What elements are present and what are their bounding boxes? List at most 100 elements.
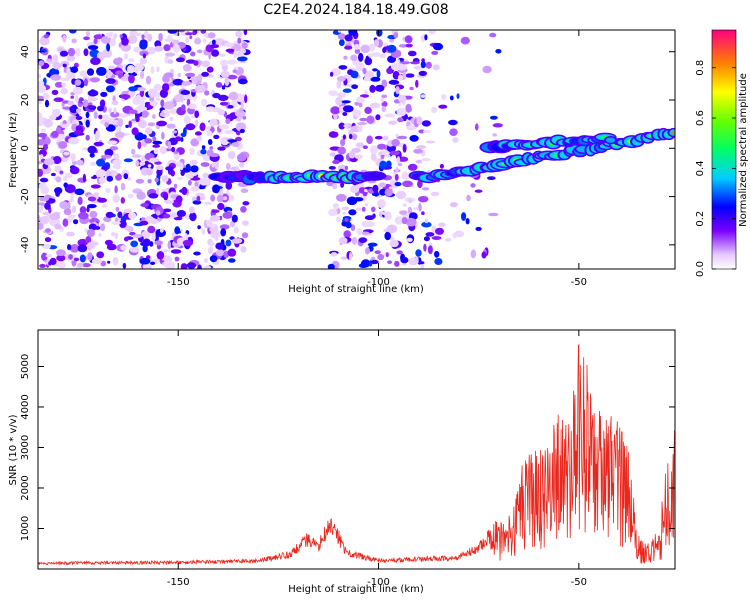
noise-speckle: [397, 74, 404, 81]
noise-speckle: [53, 97, 64, 102]
noise-speckle: [41, 252, 48, 261]
noise-speckle: [128, 120, 132, 128]
noise-speckle: [415, 79, 419, 88]
noise-speckle: [49, 257, 57, 265]
noise-speckle: [365, 55, 370, 63]
noise-speckle: [414, 255, 419, 265]
noise-speckle: [170, 249, 182, 254]
noise-speckle: [146, 255, 151, 260]
noise-speckle: [221, 85, 226, 90]
noise-speckle: [385, 154, 391, 158]
noise-speckle: [435, 227, 444, 235]
colorbar-tick-label: 0.8: [695, 60, 706, 76]
noise-speckle: [174, 94, 184, 102]
noise-speckle: [386, 160, 392, 169]
noise-speckle: [340, 138, 346, 147]
noise-speckle: [105, 211, 114, 218]
noise-speckle: [239, 162, 245, 168]
noise-speckle: [206, 219, 213, 227]
colorbar-tick-label: 0.0: [695, 261, 706, 277]
noise-speckle: [59, 123, 68, 127]
noise-speckle: [160, 99, 165, 108]
noise-speckle: [58, 141, 68, 149]
noise-speckle: [149, 157, 160, 163]
noise-speckle: [192, 200, 202, 205]
noise-speckle: [165, 166, 174, 171]
noise-speckle: [396, 190, 407, 200]
noise-speckle: [89, 152, 95, 158]
noise-speckle: [162, 75, 170, 83]
noise-speckle: [415, 249, 422, 257]
noise-speckle: [105, 85, 115, 93]
noise-speckle: [163, 44, 171, 52]
noise-speckle: [87, 95, 94, 101]
noise-speckle: [135, 160, 139, 167]
noise-speckle: [85, 119, 90, 128]
noise-speckle: [234, 109, 246, 118]
noise-speckle: [200, 162, 210, 167]
noise-speckle: [38, 95, 44, 101]
noise-speckle: [132, 96, 142, 105]
noise-speckle: [148, 193, 159, 199]
noise-speckle: [403, 203, 407, 208]
noise-speckle: [158, 32, 163, 42]
y-tick-label: 0: [20, 145, 31, 151]
noise-speckle: [200, 149, 207, 155]
noise-speckle: [129, 231, 136, 236]
noise-speckle: [203, 201, 212, 205]
noise-speckle: [417, 180, 423, 188]
noise-speckle: [355, 207, 362, 211]
noise-speckle: [69, 198, 74, 203]
noise-speckle: [342, 211, 346, 215]
noise-speckle: [388, 120, 398, 125]
noise-speckle: [418, 129, 425, 134]
noise-speckle: [399, 210, 408, 216]
noise-speckle: [390, 63, 402, 71]
noise-speckle: [113, 107, 117, 115]
noise-speckle: [115, 57, 123, 63]
noise-speckle: [397, 162, 403, 167]
noise-speckle: [38, 80, 45, 87]
noise-speckle: [172, 78, 184, 86]
noise-speckle: [71, 38, 77, 44]
noise-speckle: [204, 90, 210, 96]
noise-speckle: [338, 122, 346, 130]
noise-speckle: [377, 143, 387, 150]
noise-speckle: [428, 30, 436, 35]
noise-speckle: [43, 34, 50, 39]
colorbar-tick-label: 0.6: [695, 110, 706, 126]
noise-speckle: [353, 43, 360, 50]
noise-speckle: [227, 248, 237, 257]
noise-speckle: [172, 130, 178, 134]
noise-speckle: [203, 258, 209, 263]
noise-speckle: [84, 78, 88, 87]
noise-speckle: [38, 112, 43, 121]
noise-speckle: [89, 210, 98, 219]
noise-speckle: [54, 81, 64, 88]
noise-speckle: [62, 218, 69, 227]
heatmap-ridges: [208, 127, 675, 186]
noise-speckle: [181, 104, 186, 111]
noise-speckle: [154, 161, 162, 165]
noise-speckle: [364, 106, 372, 114]
noise-speckle: [38, 204, 43, 214]
noise-speckle: [180, 263, 188, 269]
noise-speckle: [120, 245, 127, 251]
noise-speckle: [223, 130, 235, 134]
noise-speckle: [328, 90, 338, 96]
noise-speckle: [63, 151, 70, 156]
noise-speckle: [100, 91, 108, 97]
noise-speckle: [420, 94, 427, 99]
noise-speckle: [126, 65, 135, 74]
noise-speckle: [363, 76, 371, 82]
noise-speckle: [405, 217, 417, 227]
noise-speckle: [387, 44, 397, 53]
noise-speckle: [135, 113, 140, 123]
noise-speckle: [402, 180, 413, 188]
noise-speckle: [431, 106, 438, 114]
noise-speckle: [38, 139, 47, 146]
noise-speckle: [240, 246, 247, 253]
noise-speckle: [350, 70, 359, 79]
noise-speckle: [328, 166, 336, 170]
noise-speckle: [327, 263, 335, 269]
